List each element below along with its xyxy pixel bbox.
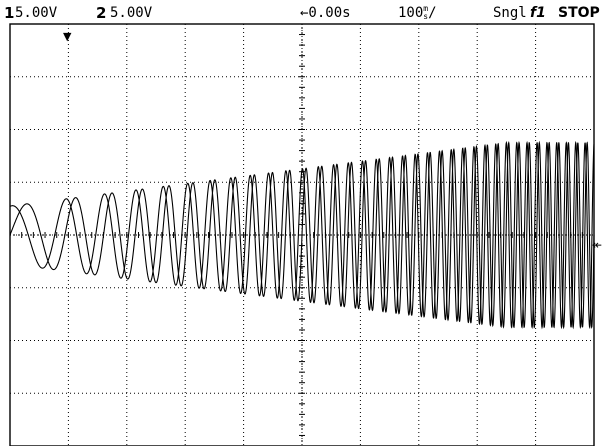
channel-2-number: 2	[96, 4, 107, 22]
waveform-trace-1	[9, 140, 595, 330]
time-delay: ←0.00s	[300, 5, 351, 21]
waveform-traces	[9, 140, 595, 330]
waveform-trace-2	[9, 140, 595, 330]
timebase-value: 100	[398, 5, 424, 21]
channel-1-scale: 5.00V	[15, 5, 58, 21]
run-stop-status: STOP	[558, 5, 600, 21]
channel-2-scale: 5.00V	[110, 5, 153, 21]
channel-1-number: 1	[4, 4, 15, 22]
trigger-mode: Sngl	[493, 5, 527, 21]
timebase: 100m s/	[398, 5, 437, 22]
trigger-position-marker: ▼	[63, 30, 72, 43]
timebase-unit-den: s	[423, 12, 429, 21]
trigger-source: f1	[530, 5, 546, 21]
timebase-unit-num: m	[423, 4, 429, 13]
status-bar: 1 5.00V 2 5.00V ←0.00s 100m s/ Sngl f1 ST…	[0, 0, 602, 24]
timebase-suffix: /	[428, 5, 437, 21]
ground-level-marker: ↞	[592, 238, 602, 252]
